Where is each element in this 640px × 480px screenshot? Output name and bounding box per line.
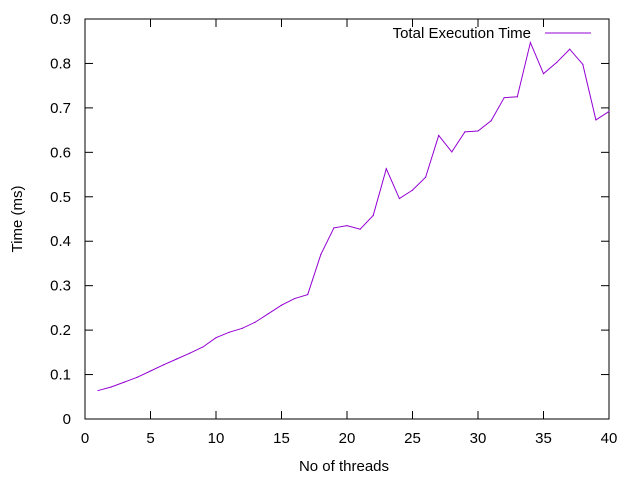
data-point bbox=[490, 120, 492, 122]
y-tick-label: 0.2 bbox=[50, 322, 71, 339]
data-point bbox=[385, 168, 387, 170]
x-axis-label: No of threads bbox=[299, 458, 389, 475]
data-point bbox=[97, 389, 99, 392]
data-point bbox=[569, 48, 571, 50]
data-point bbox=[398, 197, 400, 200]
data-point bbox=[241, 327, 243, 329]
data-point bbox=[136, 376, 138, 378]
data-point bbox=[176, 358, 178, 360]
legend-label: Total Execution Time bbox=[393, 25, 531, 42]
y-tick-label: 0.3 bbox=[50, 278, 71, 295]
data-point bbox=[411, 189, 414, 191]
legend: Total Execution Time bbox=[393, 25, 591, 42]
data-point bbox=[372, 214, 374, 217]
series-layer bbox=[97, 40, 610, 392]
data-point bbox=[346, 225, 348, 227]
y-tick-label: 0.6 bbox=[50, 144, 71, 161]
data-point bbox=[110, 386, 112, 388]
data-point bbox=[267, 313, 269, 315]
y-tick-label: 0.5 bbox=[50, 189, 71, 206]
data-point bbox=[320, 253, 322, 256]
data-point bbox=[438, 134, 440, 137]
data-point bbox=[608, 110, 610, 113]
series-line-0 bbox=[97, 40, 610, 392]
x-tick-label: 20 bbox=[339, 430, 356, 447]
y-tick-label: 0.4 bbox=[50, 233, 71, 250]
x-tick-label: 35 bbox=[535, 430, 552, 447]
y-tick-label: 0.9 bbox=[50, 11, 71, 28]
data-point bbox=[280, 304, 283, 306]
y-tick-label: 0.8 bbox=[50, 55, 71, 72]
x-tick-label: 0 bbox=[81, 430, 89, 447]
data-point bbox=[163, 364, 165, 366]
data-point bbox=[529, 41, 532, 44]
y-axis-label: Time (ms) bbox=[9, 186, 26, 253]
axes: 0 5 10 15 20 25 30 35 40 0 0.1 0.2 0.3 0.4 0.5 0.6 0.7 0.… bbox=[50, 11, 617, 447]
data-point bbox=[359, 228, 361, 230]
data-point bbox=[503, 97, 505, 99]
data-point bbox=[516, 96, 518, 98]
data-point bbox=[294, 297, 296, 300]
data-point bbox=[451, 151, 453, 153]
data-point bbox=[582, 63, 584, 65]
x-tick-label: 25 bbox=[404, 430, 421, 447]
data-point bbox=[254, 321, 256, 323]
data-point bbox=[228, 331, 230, 333]
data-point bbox=[123, 381, 125, 383]
data-point bbox=[542, 73, 545, 75]
y-tick-label: 0 bbox=[63, 411, 71, 428]
data-point bbox=[556, 61, 558, 64]
data-point bbox=[307, 293, 309, 296]
data-point bbox=[477, 130, 479, 132]
y-tick-label: 0.1 bbox=[50, 367, 71, 384]
data-point bbox=[595, 119, 597, 121]
x-tick-label: 5 bbox=[146, 430, 154, 447]
data-point bbox=[202, 346, 204, 348]
data-point bbox=[464, 131, 466, 133]
x-tick-label: 40 bbox=[601, 430, 618, 447]
plot-frame bbox=[84, 18, 610, 420]
data-point bbox=[189, 352, 191, 354]
data-point bbox=[149, 370, 152, 372]
data-point bbox=[215, 337, 217, 339]
data-point bbox=[425, 176, 427, 178]
x-tick-label: 15 bbox=[273, 430, 290, 447]
data-point bbox=[333, 227, 335, 229]
x-tick-label: 10 bbox=[208, 430, 225, 447]
y-tick-label: 0.7 bbox=[50, 100, 71, 117]
x-tick-label: 30 bbox=[470, 430, 487, 447]
